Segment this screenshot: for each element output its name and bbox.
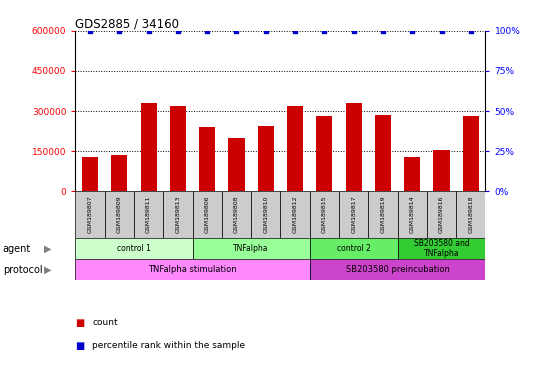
Text: GSM189810: GSM189810 [263,195,268,233]
Point [320,28,329,34]
Text: GSM189817: GSM189817 [351,195,356,233]
Text: GSM189813: GSM189813 [175,195,180,233]
Bar [111,155,127,192]
Bar [193,238,310,259]
Text: TNFalpha: TNFalpha [233,244,269,253]
Bar [375,115,391,192]
Text: GSM189819: GSM189819 [381,195,386,233]
Text: GSM189818: GSM189818 [468,195,473,233]
Bar [170,106,186,192]
Bar [404,157,420,192]
Bar [310,192,339,238]
Bar [228,138,244,192]
Point [115,28,124,34]
Text: GSM189815: GSM189815 [322,195,327,233]
Bar [339,192,368,238]
Text: GSM189809: GSM189809 [117,195,122,233]
Text: percentile rank within the sample: percentile rank within the sample [92,341,245,350]
Text: SB203580 preincubation: SB203580 preincubation [345,265,450,274]
Bar [397,192,427,238]
Bar [316,116,333,192]
Bar [199,127,215,192]
Text: control 1: control 1 [117,244,151,253]
Text: ■: ■ [75,341,85,351]
Text: SB203580 and
TNFalpha: SB203580 and TNFalpha [413,239,469,258]
Text: protocol: protocol [3,265,42,275]
Bar [258,126,274,192]
Point [437,28,446,34]
Bar [310,259,485,280]
Bar [141,103,157,192]
Point [85,28,94,34]
Point [466,28,475,34]
Text: control 2: control 2 [336,244,371,253]
Text: ▶: ▶ [44,243,51,253]
Text: GDS2885 / 34160: GDS2885 / 34160 [75,18,179,31]
Bar [397,238,485,259]
Bar [82,157,98,192]
Bar [75,192,105,238]
Bar [287,106,303,192]
Bar [368,192,397,238]
Point [174,28,182,34]
Text: GSM189806: GSM189806 [205,195,210,233]
Bar [251,192,280,238]
Bar [104,192,134,238]
Point [232,28,241,34]
Bar [75,238,193,259]
Bar [310,238,397,259]
Point [261,28,270,34]
Text: TNFalpha stimulation: TNFalpha stimulation [148,265,237,274]
Bar [456,192,485,238]
Text: count: count [92,318,118,327]
Bar [280,192,310,238]
Text: GSM189808: GSM189808 [234,195,239,233]
Text: GSM189811: GSM189811 [146,195,151,233]
Text: ■: ■ [75,318,85,328]
Text: ▶: ▶ [44,265,51,275]
Bar [222,192,251,238]
Bar [427,192,456,238]
Bar [75,259,310,280]
Point [291,28,300,34]
Point [203,28,211,34]
Bar [193,192,222,238]
Text: GSM189807: GSM189807 [88,195,93,233]
Text: GSM189812: GSM189812 [292,195,297,233]
Bar [163,192,193,238]
Bar [134,192,163,238]
Text: GSM189816: GSM189816 [439,195,444,233]
Text: agent: agent [3,243,31,253]
Bar [434,150,450,192]
Bar [345,103,362,192]
Point [144,28,153,34]
Point [349,28,358,34]
Point [408,28,417,34]
Point [378,28,387,34]
Bar [463,116,479,192]
Text: GSM189814: GSM189814 [410,195,415,233]
